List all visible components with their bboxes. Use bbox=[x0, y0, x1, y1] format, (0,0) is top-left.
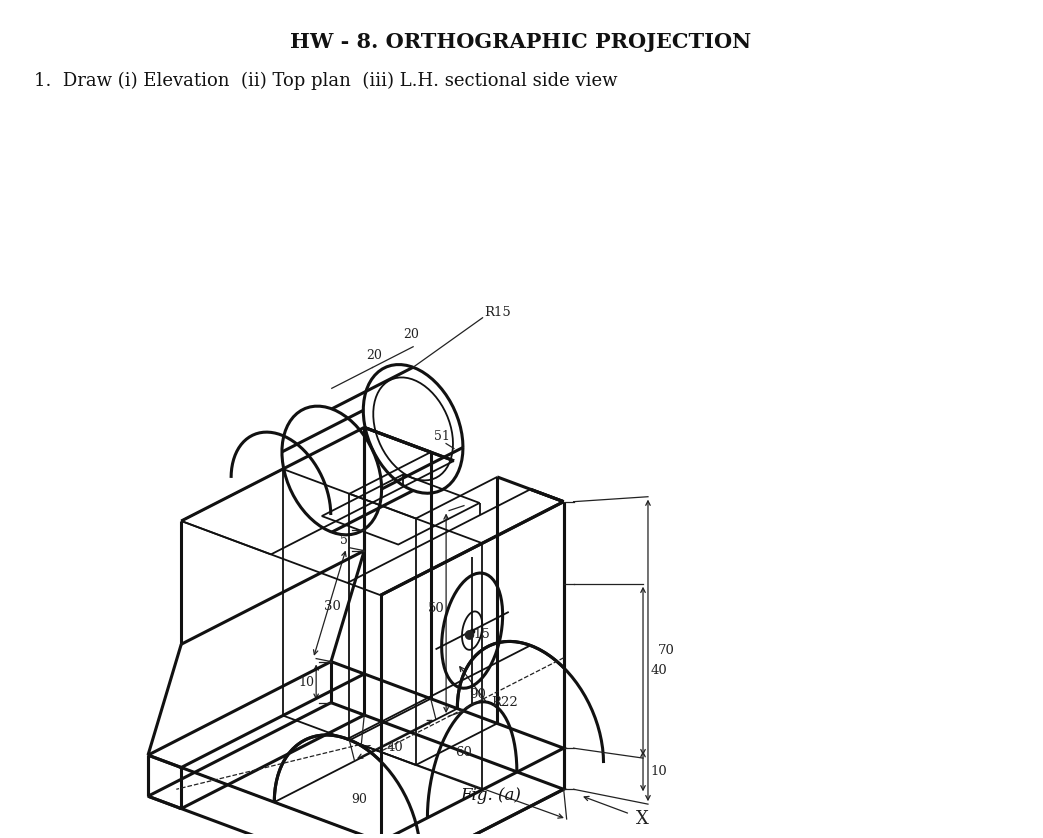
Text: 10: 10 bbox=[651, 765, 668, 778]
Text: 20: 20 bbox=[366, 349, 383, 362]
Text: 90: 90 bbox=[351, 793, 367, 805]
Text: X: X bbox=[635, 810, 649, 828]
Text: 50: 50 bbox=[428, 602, 444, 615]
Text: 90: 90 bbox=[468, 688, 486, 701]
Text: 51: 51 bbox=[434, 430, 450, 443]
Text: HW - 8. ORTHOGRAPHIC PROJECTION: HW - 8. ORTHOGRAPHIC PROJECTION bbox=[290, 32, 752, 52]
Text: R22: R22 bbox=[491, 696, 518, 710]
Text: 40: 40 bbox=[387, 741, 404, 753]
Text: 60: 60 bbox=[456, 746, 472, 759]
Text: ●15: ●15 bbox=[464, 627, 490, 640]
Text: R15: R15 bbox=[484, 307, 511, 319]
Text: 40: 40 bbox=[651, 665, 668, 677]
Text: 20: 20 bbox=[404, 328, 419, 341]
Text: 1.  Draw (i) Elevation  (ii) Top plan  (iii) L.H. sectional side view: 1. Draw (i) Elevation (ii) Top plan (iii… bbox=[34, 71, 617, 90]
Text: 30: 30 bbox=[324, 600, 341, 613]
Text: 10: 10 bbox=[298, 675, 314, 689]
Text: 5: 5 bbox=[340, 534, 348, 547]
Text: Fig. (a): Fig. (a) bbox=[460, 787, 520, 804]
Text: 70: 70 bbox=[657, 644, 674, 657]
